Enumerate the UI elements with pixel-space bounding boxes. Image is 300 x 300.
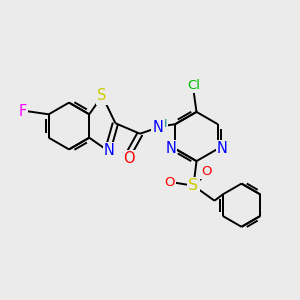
Text: N: N xyxy=(165,141,176,156)
Text: N: N xyxy=(153,120,164,135)
Text: O: O xyxy=(123,151,134,166)
Text: Cl: Cl xyxy=(187,79,200,92)
Text: N: N xyxy=(104,143,115,158)
Text: O: O xyxy=(164,176,175,189)
Text: S: S xyxy=(188,178,199,193)
Text: H: H xyxy=(159,119,167,129)
Text: O: O xyxy=(201,165,212,178)
Text: S: S xyxy=(98,88,107,104)
Text: F: F xyxy=(18,104,26,119)
Text: N: N xyxy=(217,141,228,156)
